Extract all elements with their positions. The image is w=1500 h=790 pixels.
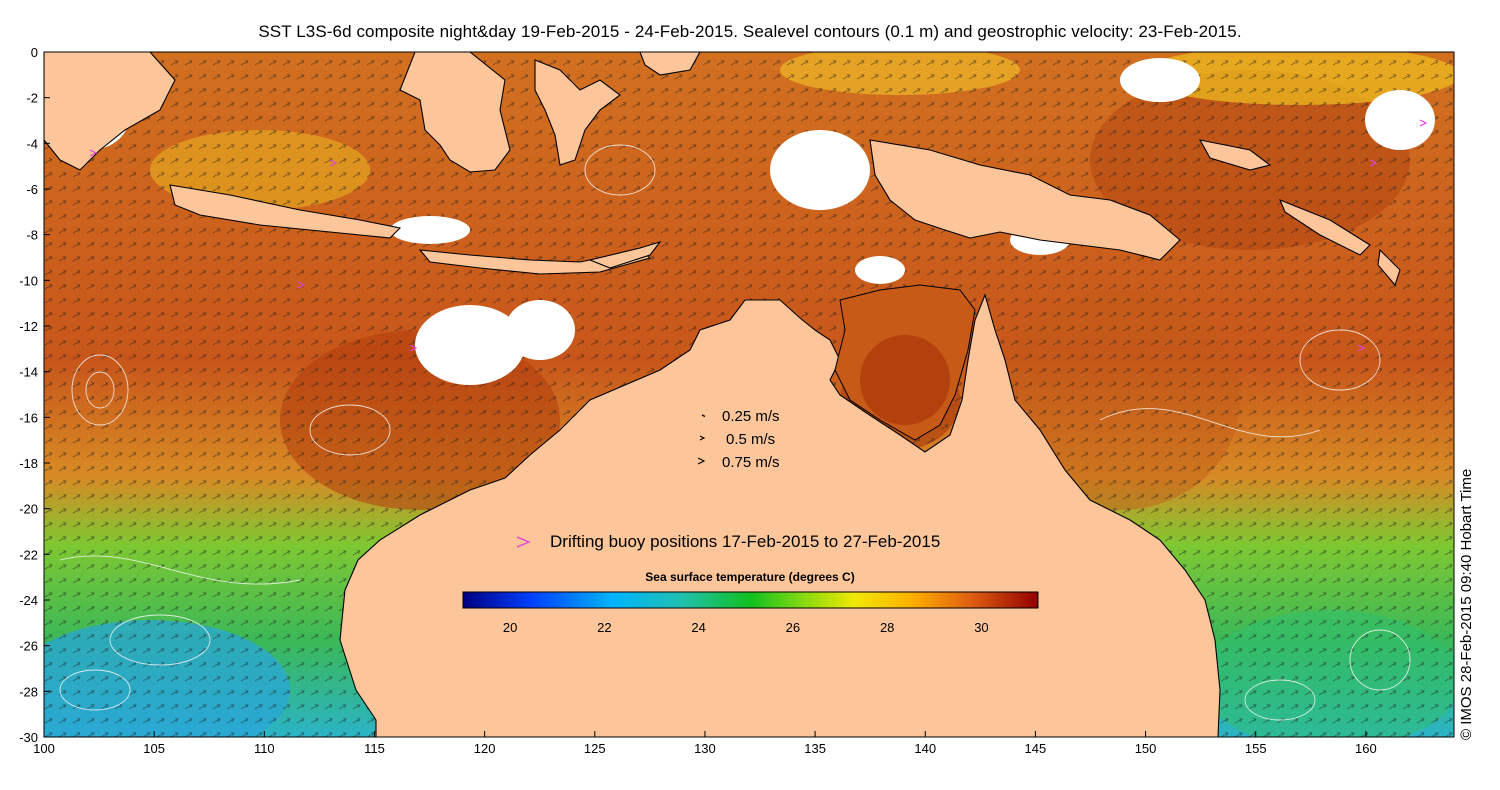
colorbar-tick-label: 20 — [503, 620, 517, 635]
x-tick-label: 160 — [1355, 741, 1377, 756]
y-tick-label: -10 — [19, 273, 38, 288]
x-tick-label: 105 — [143, 741, 165, 756]
buoy-legend-marker — [516, 536, 531, 548]
y-tick-label: -12 — [19, 319, 38, 334]
velocity-label-075: 0.75 m/s — [722, 454, 780, 471]
x-tick-label: 155 — [1245, 741, 1267, 756]
colorbar-title: Sea surface temperature (degrees C) — [645, 570, 854, 584]
colorbar-gradient — [462, 591, 1039, 609]
y-tick-label: -24 — [19, 593, 38, 608]
colorbar-tick-label: 28 — [880, 620, 894, 635]
nusa-tenggara-islands — [418, 249, 652, 275]
velocity-label-025: 0.25 m/s — [722, 408, 780, 425]
sealevel-contours — [59, 144, 1411, 721]
velocity-label-05: 0.5 m/s — [726, 431, 775, 448]
colorbar-tick-label: 24 — [691, 620, 705, 635]
y-tick-label: -20 — [19, 502, 38, 517]
java-landmass — [169, 184, 402, 239]
x-tick-label: 140 — [914, 741, 936, 756]
x-tick-label: 145 — [1025, 741, 1047, 756]
y-tick-label: -6 — [26, 182, 38, 197]
buoy-legend-label: Drifting buoy positions 17-Feb-2015 to 2… — [550, 532, 940, 551]
buoy-markers — [89, 119, 1428, 352]
sst-colorbar: Sea surface temperature (degrees C) 20 22… — [462, 570, 1039, 635]
y-tick-label: -14 — [19, 365, 38, 380]
colorbar-tick-label: 30 — [974, 620, 988, 635]
new-britain-island — [1198, 139, 1272, 171]
sumatra-landmass — [44, 52, 176, 171]
velocity-legend: 0.25 m/s 0.5 m/s 0.75 m/s — [697, 408, 780, 471]
y-tick-label: -16 — [19, 410, 38, 425]
page-title: SST L3S-6d composite night&day 19-Feb-20… — [258, 22, 1242, 41]
gulf-hot-core — [860, 335, 950, 425]
new-guinea-landmass — [869, 139, 1181, 261]
y-tick-label: -22 — [19, 547, 38, 562]
timor-island — [588, 240, 662, 269]
x-axis: 100 105 110 115 120 125 130 135 140 145 150 155 160 — [33, 731, 1377, 756]
cloud-gaps — [50, 58, 1435, 385]
map-plot-area — [44, 52, 1454, 737]
vanuatu-islands — [1377, 248, 1401, 287]
y-tick-label: -30 — [19, 730, 38, 745]
x-tick-label: 150 — [1135, 741, 1157, 756]
x-tick-label: 125 — [584, 741, 606, 756]
y-tick-label: -28 — [19, 684, 38, 699]
x-tick-label: 115 — [364, 741, 385, 756]
colorbar-tick-label: 26 — [786, 620, 800, 635]
y-tick-label: -18 — [19, 456, 38, 471]
velocity-arrow-075 — [697, 457, 706, 465]
velocity-arrow-05 — [699, 435, 706, 441]
y-tick-label: -8 — [26, 228, 38, 243]
y-axis: 0 -2 -4 -6 -8 -10 -12 -14 -16 -18 -20 -22 -24 -26 -28 -… — [19, 45, 50, 745]
borneo-landmass — [399, 52, 511, 173]
velocity-arrow-025 — [701, 414, 706, 418]
y-tick-label: -26 — [19, 639, 38, 654]
colorbar-tick-label: 22 — [597, 620, 611, 635]
sulawesi-landmass — [534, 59, 621, 166]
imos-credit: © IMOS 28-Feb-2015 09:40 Hobart Time — [1458, 469, 1475, 740]
y-tick-label: 0 — [31, 45, 38, 60]
land-masses — [44, 52, 1401, 737]
mindanao-island — [639, 52, 701, 76]
plot-frame — [43, 51, 1455, 738]
x-tick-label: 130 — [694, 741, 716, 756]
y-tick-label: -4 — [26, 136, 38, 151]
solomon-islands — [1278, 199, 1371, 256]
x-tick-label: 135 — [804, 741, 826, 756]
x-tick-label: 120 — [474, 741, 496, 756]
x-tick-label: 100 — [33, 741, 55, 756]
colorbar-ticks: 20 22 24 26 28 30 — [503, 620, 989, 635]
buoy-legend: Drifting buoy positions 17-Feb-2015 to 2… — [516, 532, 940, 551]
x-tick-label: 110 — [254, 741, 275, 756]
y-tick-label: -2 — [26, 91, 38, 106]
